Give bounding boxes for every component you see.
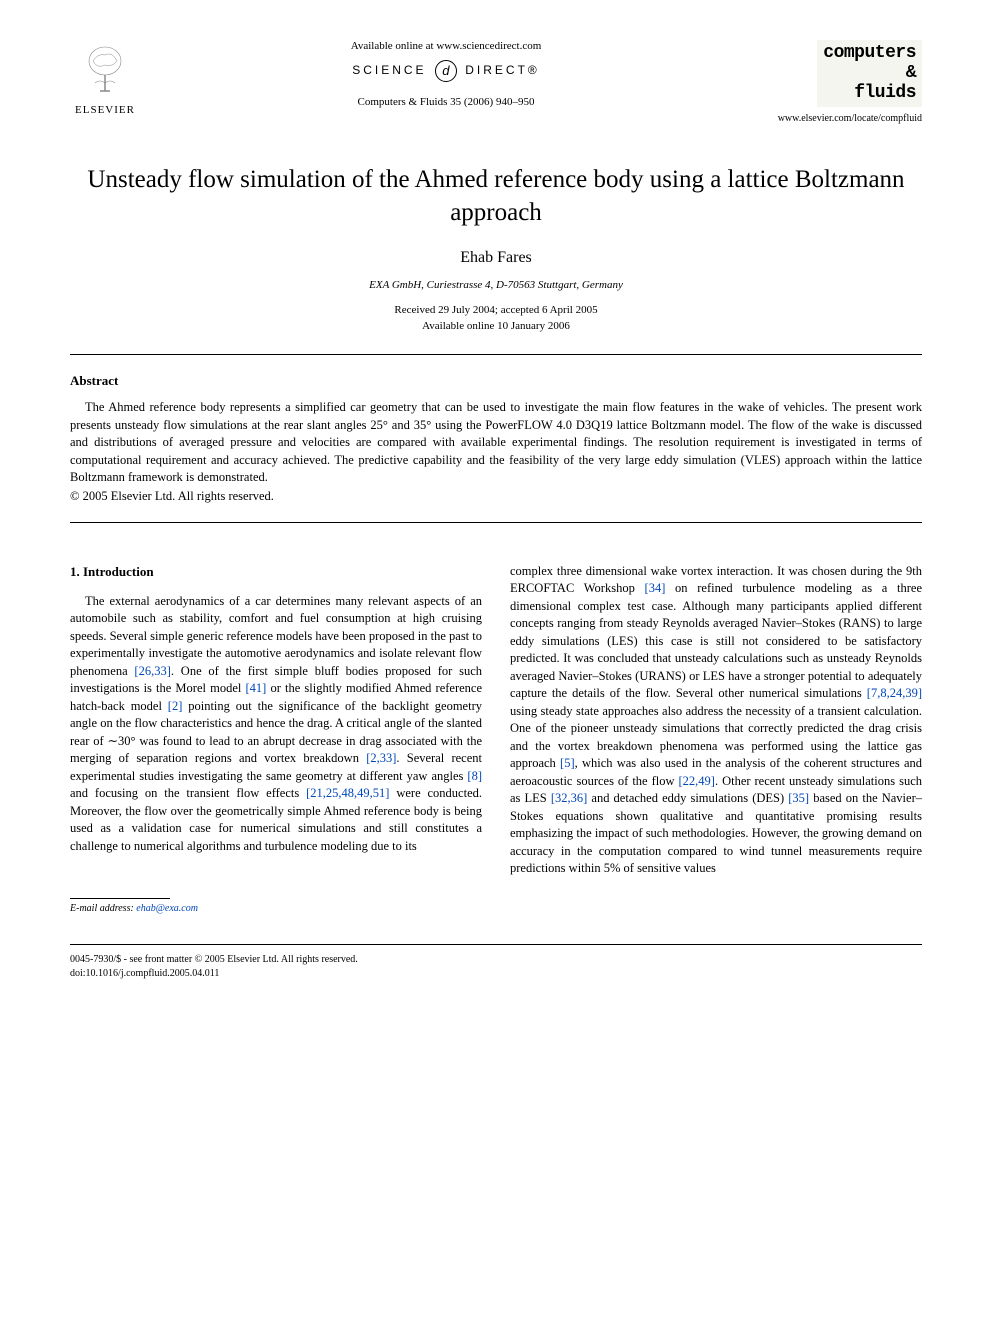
abstract-copyright: © 2005 Elsevier Ltd. All rights reserved… [70,489,922,504]
footnote-block: E-mail address: ehab@exa.com [70,898,479,914]
journal-url: www.elsevier.com/locate/compfluid [752,113,922,124]
sciencedirect-logo: SCIENCE d DIRECT® [160,60,732,82]
journal-name-line3: fluids [854,83,916,103]
section-heading: 1. Introduction [70,563,482,581]
email-note: E-mail address: ehab@exa.com [70,903,479,914]
page-header: ELSEVIER Available online at www.science… [70,40,922,124]
journal-reference: Computers & Fluids 35 (2006) 940–950 [160,96,732,108]
elsevier-icon [75,40,135,100]
author-name: Ehab Fares [70,249,922,267]
journal-title-box: computers & fluids www.elsevier.com/loca… [752,40,922,124]
email-link[interactable]: ehab@exa.com [136,903,198,914]
separator-bottom [70,522,922,523]
body-paragraph-2: complex three dimensional wake vortex in… [510,563,922,878]
footnote-separator [70,898,170,899]
date-received: Received 29 July 2004; accepted 6 April … [394,304,597,316]
journal-name-line2: & [906,63,916,83]
article-title: Unsteady flow simulation of the Ahmed re… [70,164,922,229]
sciencedirect-pre: SCIENCE [352,63,426,77]
article-dates: Received 29 July 2004; accepted 6 April … [70,303,922,334]
sciencedirect-post: DIRECT® [465,63,540,77]
publisher-name: ELSEVIER [75,104,135,116]
journal-name: computers & fluids [817,40,922,107]
date-online: Available online 10 January 2006 [422,320,570,332]
page-footer: 0045-7930/$ - see front matter © 2005 El… [70,944,922,981]
sciencedirect-at-icon: d [435,60,457,82]
issn-text: 0045-7930/$ - see front matter © 2005 El… [70,953,922,967]
center-header: Available online at www.sciencedirect.co… [140,40,752,108]
doi-text: doi:10.1016/j.compfluid.2005.04.011 [70,967,922,981]
abstract-heading: Abstract [70,373,922,389]
abstract-text: The Ahmed reference body represents a si… [70,399,922,487]
separator-top [70,354,922,355]
journal-name-line1: computers [823,43,916,63]
publisher-logo-block: ELSEVIER [70,40,140,116]
affiliation: EXA GmbH, Curiestrasse 4, D-70563 Stuttg… [70,279,922,291]
body-columns: 1. Introduction The external aerodynamic… [70,563,922,878]
body-paragraph-1: The external aerodynamics of a car deter… [70,593,482,856]
email-label: E-mail address: [70,903,134,914]
available-online-text: Available online at www.sciencedirect.co… [160,40,732,52]
